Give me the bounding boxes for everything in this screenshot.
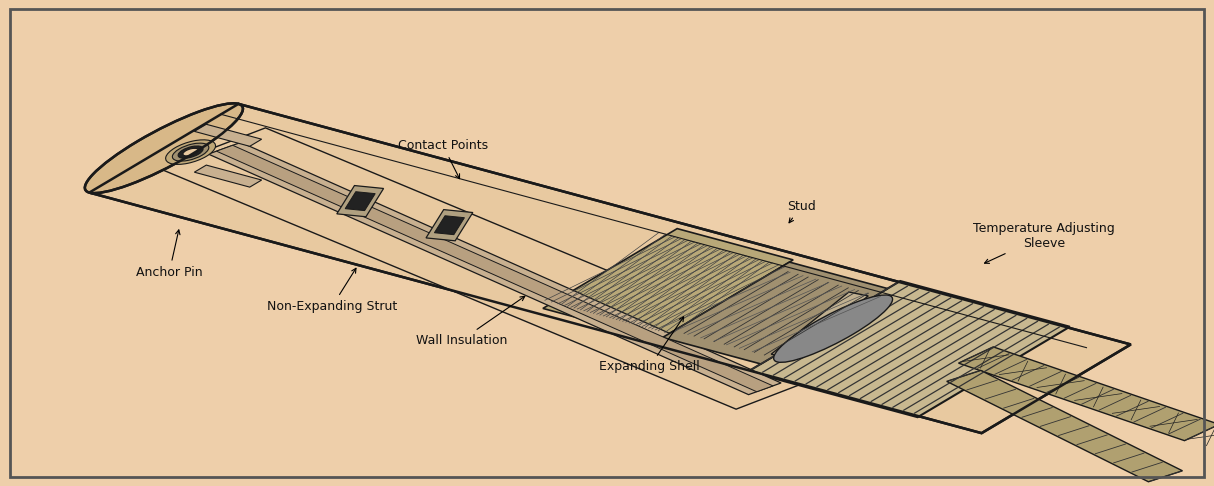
Polygon shape [159, 128, 843, 409]
Polygon shape [90, 104, 1130, 433]
Polygon shape [426, 209, 472, 241]
Ellipse shape [178, 146, 203, 158]
Polygon shape [748, 281, 1070, 417]
Polygon shape [663, 262, 887, 364]
Polygon shape [194, 165, 262, 187]
Text: Non-Expanding Strut: Non-Expanding Strut [267, 268, 397, 312]
Text: Temperature Adjusting
Sleeve: Temperature Adjusting Sleeve [974, 222, 1114, 263]
Text: Expanding Shell: Expanding Shell [600, 317, 699, 373]
Polygon shape [194, 124, 262, 146]
Text: Contact Points: Contact Points [398, 139, 488, 179]
Polygon shape [209, 142, 781, 395]
Text: Wall Insulation: Wall Insulation [415, 296, 524, 347]
Polygon shape [947, 370, 1182, 482]
Polygon shape [435, 216, 465, 235]
Text: Anchor Pin: Anchor Pin [136, 230, 203, 278]
Ellipse shape [773, 295, 892, 363]
Polygon shape [959, 347, 1214, 441]
Ellipse shape [85, 104, 243, 193]
Ellipse shape [172, 143, 209, 161]
Ellipse shape [165, 140, 216, 164]
Ellipse shape [183, 148, 198, 156]
Polygon shape [216, 145, 773, 392]
Polygon shape [771, 292, 868, 358]
Polygon shape [345, 191, 375, 210]
Text: Stud: Stud [787, 200, 816, 223]
Polygon shape [543, 228, 793, 340]
Polygon shape [336, 186, 384, 217]
